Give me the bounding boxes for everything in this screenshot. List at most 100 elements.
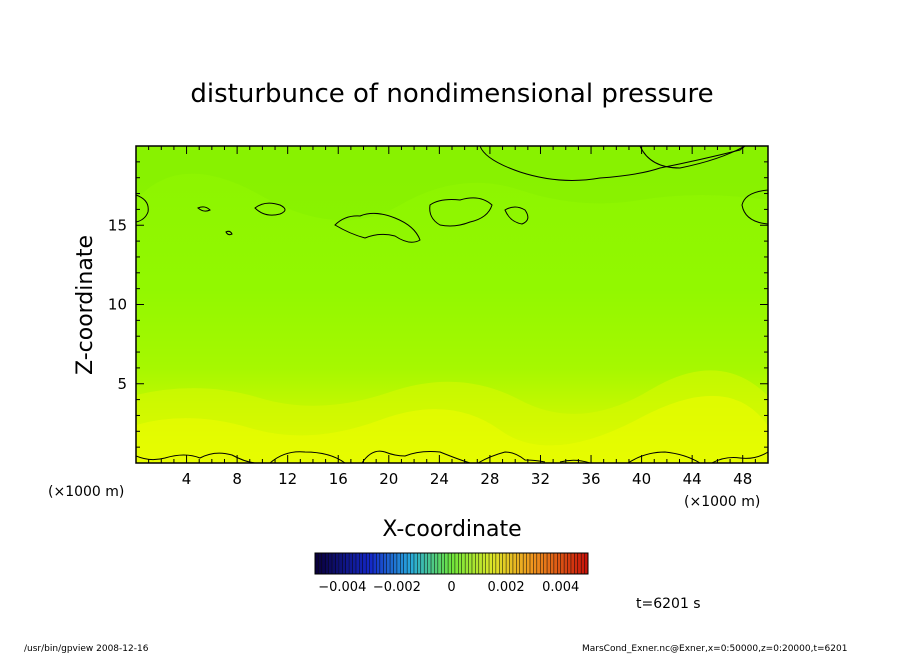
contour-line xyxy=(334,212,421,243)
x-tick-label: 40 xyxy=(632,470,651,488)
contour-line xyxy=(479,146,746,181)
colorbar-ticks: −0.004 −0.002 0 0.002 0.004 xyxy=(318,580,579,595)
colorbar-cell xyxy=(403,553,408,574)
colorbar-cell xyxy=(553,553,558,574)
colorbar-cell xyxy=(526,553,530,574)
contour-line xyxy=(197,206,211,212)
colorbar-cell xyxy=(523,553,527,574)
footer-right: MarsCond_Exner.nc@Exner,x=0:50000,z=0:20… xyxy=(582,644,847,654)
colorbar-cell xyxy=(352,553,356,574)
x-tick-label: 16 xyxy=(329,470,348,488)
x-tick-label: 44 xyxy=(683,470,702,488)
time-annotation: t=6201 s xyxy=(636,596,701,612)
colorbar-cell xyxy=(400,553,404,574)
x-tick-label: 24 xyxy=(430,470,449,488)
colorbar-cell xyxy=(465,553,469,574)
colorbar-cell xyxy=(478,553,483,574)
colorbar-cell xyxy=(355,553,360,574)
colorbar-cell xyxy=(519,553,524,574)
colorbar-cell xyxy=(362,553,367,574)
colorbar-cell xyxy=(540,553,544,574)
colorbar-cell xyxy=(315,553,319,574)
colorbar-cell xyxy=(325,553,329,574)
colorbar-cell xyxy=(318,553,322,574)
colorbar-cell xyxy=(533,553,537,574)
colorbar-cell xyxy=(431,553,435,574)
contour-line xyxy=(136,450,768,463)
footer-left: /usr/bin/gpview 2008-12-16 xyxy=(24,644,149,654)
colorbar-cell xyxy=(485,553,490,574)
colorbar-cell xyxy=(567,553,571,574)
colorbar-cell xyxy=(584,553,588,574)
x-axis: 4 8 12 16 20 24 28 32 36 40 44 48 xyxy=(148,146,756,488)
colorbar-cell xyxy=(482,553,486,574)
colorbar-cell xyxy=(451,553,455,574)
colorbar-cell xyxy=(390,553,394,574)
colorbar-cell xyxy=(413,553,418,574)
colorbar-cell xyxy=(332,553,336,574)
colorbar-cell xyxy=(509,553,513,574)
chart-title: disturbunce of nondimensional pressure xyxy=(190,79,713,109)
colorbar-cell xyxy=(420,553,425,574)
x-axis-label: X-coordinate xyxy=(382,517,521,542)
colorbar-cell xyxy=(321,553,326,574)
x-unit-left: (×1000 m) xyxy=(48,484,124,500)
colorbar-cell xyxy=(424,553,428,574)
colorbar-cell xyxy=(407,553,411,574)
colorbar-cell xyxy=(338,553,343,574)
colorbar-cell xyxy=(434,553,438,574)
colorbar-cell xyxy=(560,553,565,574)
colorbar-tick-label: 0.004 xyxy=(542,580,579,595)
colorbar-cell xyxy=(386,553,391,574)
colorbar-cell xyxy=(506,553,510,574)
colorbar-cell xyxy=(468,553,472,574)
colorbar-cell xyxy=(349,553,353,574)
colorbar-cell xyxy=(536,553,541,574)
contour-line xyxy=(136,194,149,223)
colorbar-tick-label: −0.004 xyxy=(318,580,366,595)
x-tick-label: 28 xyxy=(480,470,499,488)
colorbar-cell xyxy=(410,553,414,574)
colorbar-cell xyxy=(373,553,377,574)
colorbar-cell xyxy=(564,553,568,574)
colorbar-cell xyxy=(396,553,401,574)
colorbar-cell xyxy=(441,553,445,574)
colorbar-cell xyxy=(492,553,496,574)
colorbar-tick-label: −0.002 xyxy=(373,580,421,595)
colorbar-cell xyxy=(543,553,548,574)
x-tick-label: 4 xyxy=(182,470,192,488)
colorbar-cell xyxy=(550,553,554,574)
colorbar-frame xyxy=(314,552,589,575)
colorbar-cell xyxy=(499,553,503,574)
y-tick-label: 10 xyxy=(108,296,127,314)
colorbar-cell xyxy=(458,553,462,574)
contour-line xyxy=(429,197,493,227)
colorbar-cell xyxy=(471,553,476,574)
x-tick-label: 12 xyxy=(278,470,297,488)
colorbar-cell xyxy=(570,553,575,574)
colorbar-cell xyxy=(448,553,452,574)
colorbar-cell xyxy=(345,553,350,574)
x-tick-label: 36 xyxy=(581,470,600,488)
contour-line xyxy=(639,146,746,169)
colorbar-cell xyxy=(516,553,520,574)
colorbar-cell xyxy=(376,553,380,574)
colorbar-cell xyxy=(383,553,387,574)
contour-line xyxy=(225,230,233,236)
contour-line xyxy=(254,202,286,216)
x-tick-label: 8 xyxy=(232,470,242,488)
x-tick-label: 20 xyxy=(379,470,398,488)
colorbar-cell xyxy=(444,553,449,574)
colorbar-cell xyxy=(489,553,493,574)
colorbar-cell xyxy=(529,553,534,574)
colorbar-cell xyxy=(512,553,517,574)
colorbar-cell xyxy=(475,553,479,574)
field-band xyxy=(136,150,768,221)
colorbar-cell xyxy=(574,553,578,574)
colorbar-cell xyxy=(547,553,551,574)
y-axis: 5 10 15 xyxy=(108,161,768,448)
colorbar-cell xyxy=(577,553,582,574)
colorbar-cell xyxy=(502,553,507,574)
x-tick-label: 32 xyxy=(531,470,550,488)
